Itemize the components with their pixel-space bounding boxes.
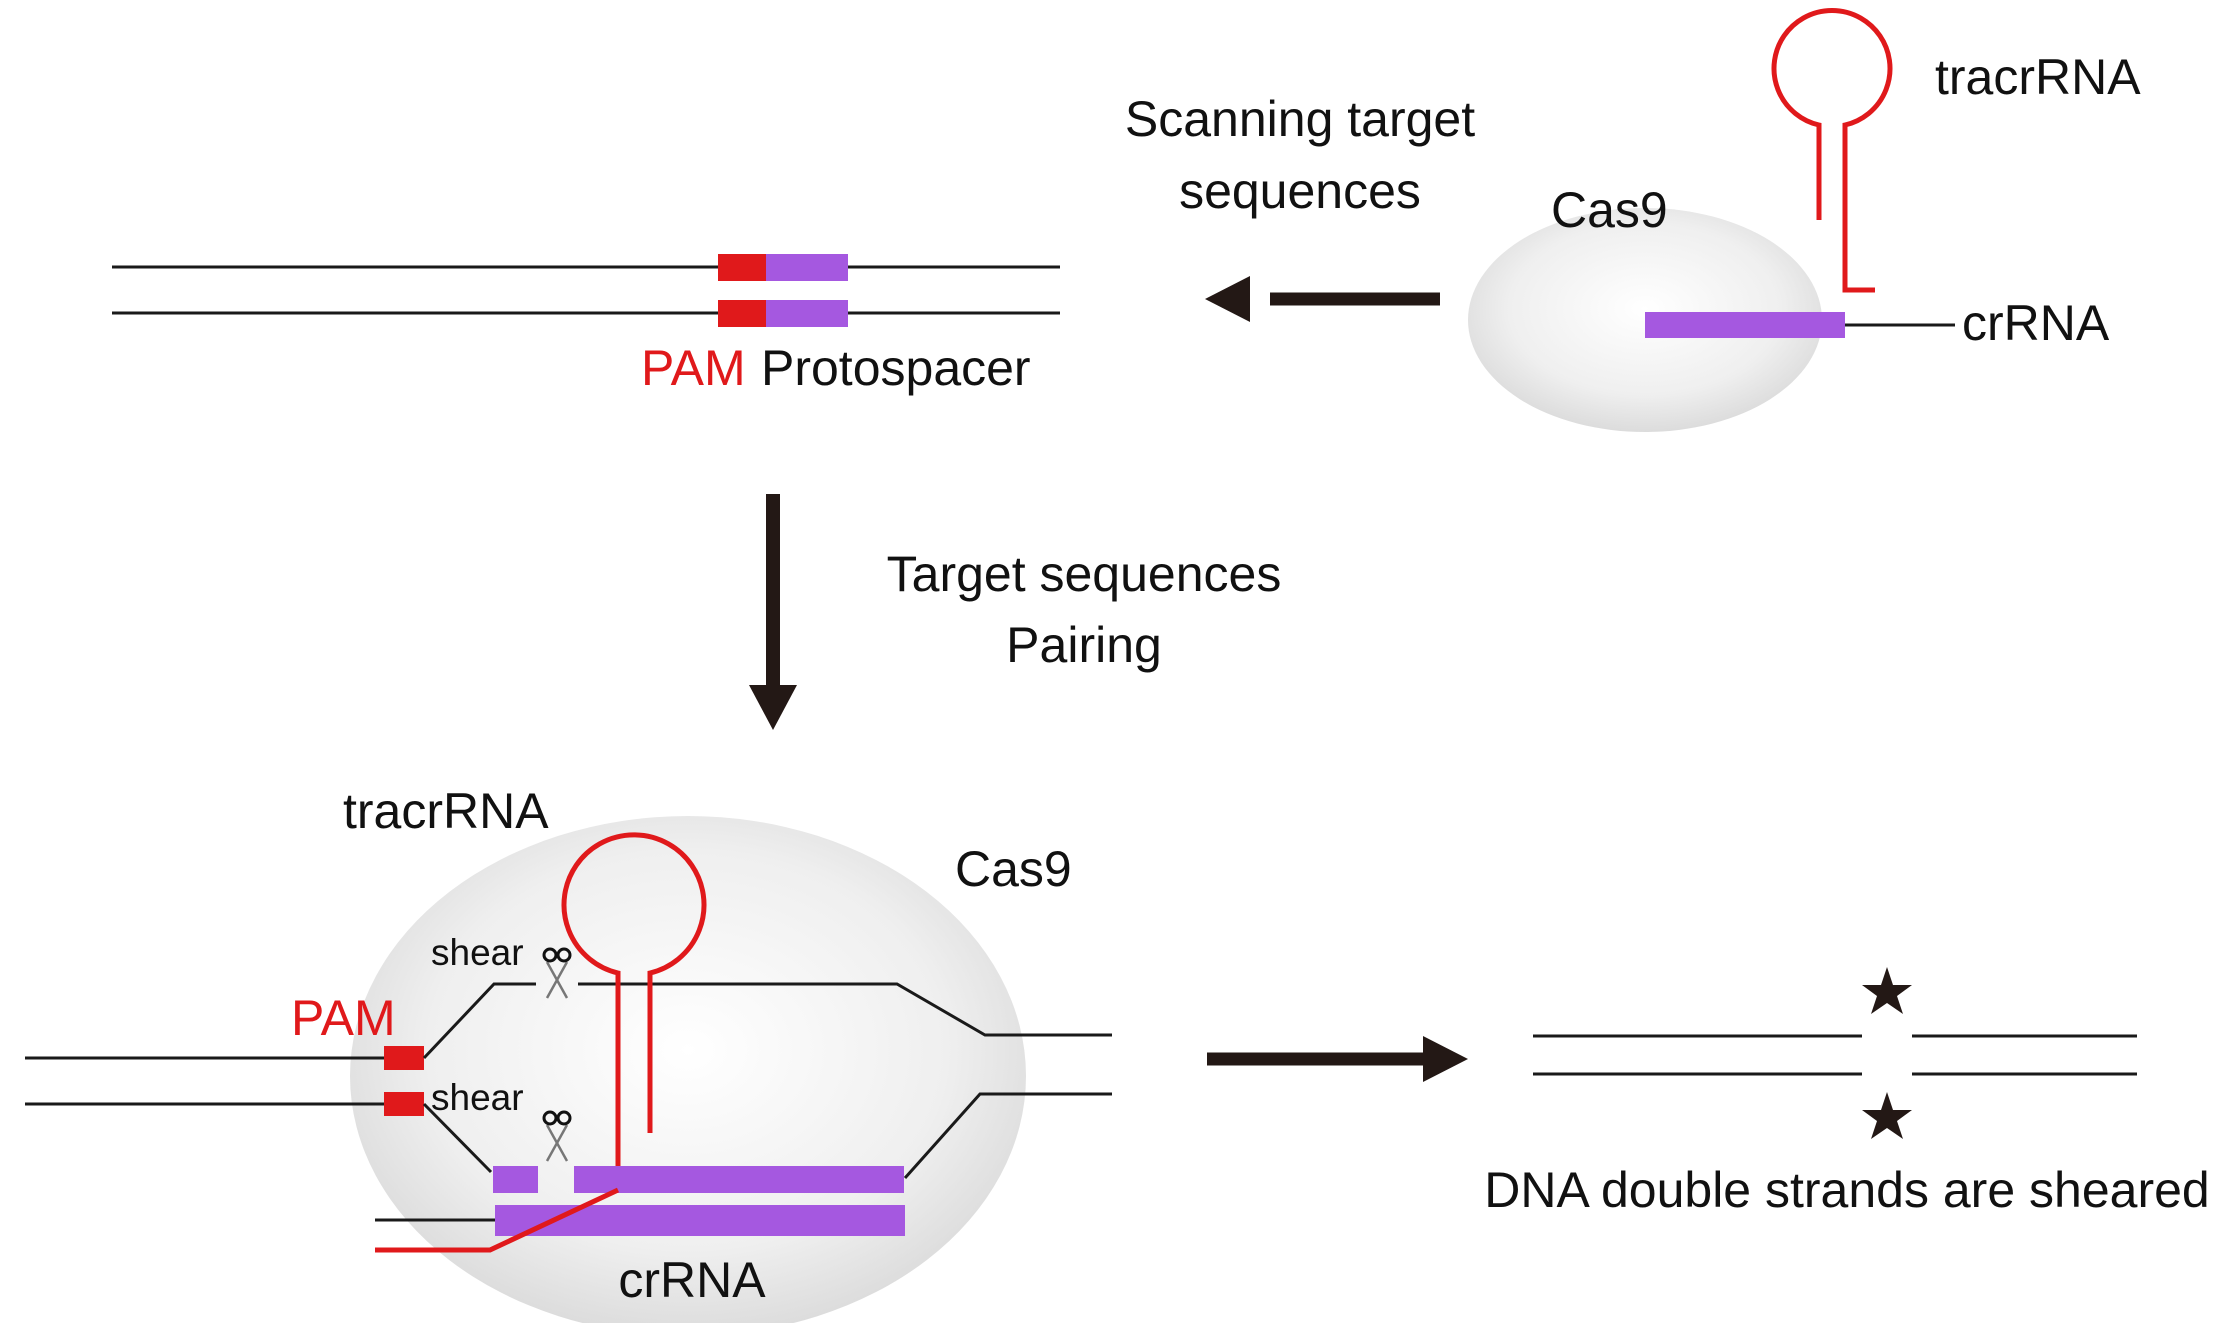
star-icon: [1862, 1092, 1912, 1139]
crrna-bar-bottom: [495, 1205, 905, 1236]
star-icon: [1862, 967, 1912, 1014]
scan-label-line2: sequences: [1179, 163, 1421, 219]
crrna-label-bottom: crRNA: [618, 1252, 766, 1308]
protospacer-label-top: Protospacer: [761, 340, 1031, 396]
shear-label-bottom: shear: [431, 1077, 524, 1118]
shear-label-top: shear: [431, 932, 524, 973]
pairing-label-line2: Pairing: [1006, 617, 1162, 673]
crrna-label-top: crRNA: [1962, 295, 2110, 351]
protospacer-bar-left: [493, 1166, 538, 1193]
pam-label-top: PAM: [641, 340, 746, 396]
down-arrow: [749, 494, 797, 730]
left-arrow: [1205, 276, 1440, 322]
pam-block-top-1: [718, 254, 766, 281]
right-arrow: [1207, 1036, 1468, 1082]
tracrrna-top: [1771, 7, 1893, 293]
pam-block-top-2: [718, 300, 766, 327]
cas9-label-bottom: Cas9: [955, 841, 1072, 897]
bound-cas9-complex: tracrRNA Cas9 PAM shear shear crRNA: [25, 783, 1112, 1323]
protospacer-bar-right: [574, 1166, 904, 1193]
tracrrna-tail: [375, 1187, 620, 1253]
dna-target-strand-right: [903, 1092, 1112, 1179]
cas9-ellipse-bottom: [350, 816, 1026, 1323]
sheared-dna: DNA double strands are sheared: [1484, 967, 2210, 1218]
protospacer-block-top-1: [766, 254, 848, 281]
pairing-label-line1: Target sequences: [887, 546, 1282, 602]
pam-block-bottom-2: [384, 1092, 424, 1116]
tracrrna-label-bottom: tracrRNA: [343, 783, 549, 839]
tracrrna-label-top: tracrRNA: [1935, 49, 2141, 105]
scan-label-line1: Scanning target: [1125, 91, 1475, 147]
dna-nontarget-strand-right: [578, 982, 1112, 1037]
target-dna-top: PAM Protospacer: [112, 254, 1060, 396]
crrna-bar-top: [1645, 312, 1845, 338]
scan-step: Scanning target sequences: [1125, 91, 1475, 322]
pam-block-bottom-1: [384, 1046, 424, 1070]
scissors-icon: [542, 1110, 572, 1162]
result-label: DNA double strands are sheared: [1484, 1162, 2209, 1218]
protospacer-block-top-2: [766, 300, 848, 327]
pairing-step: Target sequences Pairing: [749, 494, 1281, 730]
top-cas9-complex: tracrRNA Cas9 crRNA: [1468, 7, 2141, 432]
dna-target-strand: [422, 1102, 493, 1174]
scissors-icon: [542, 947, 572, 999]
pam-label-bottom: PAM: [291, 990, 396, 1046]
tracrrna-hairpin-bottom: [561, 832, 707, 1166]
dna-nontarget-strand: [422, 982, 536, 1060]
cas9-label-top: Cas9: [1551, 182, 1668, 238]
